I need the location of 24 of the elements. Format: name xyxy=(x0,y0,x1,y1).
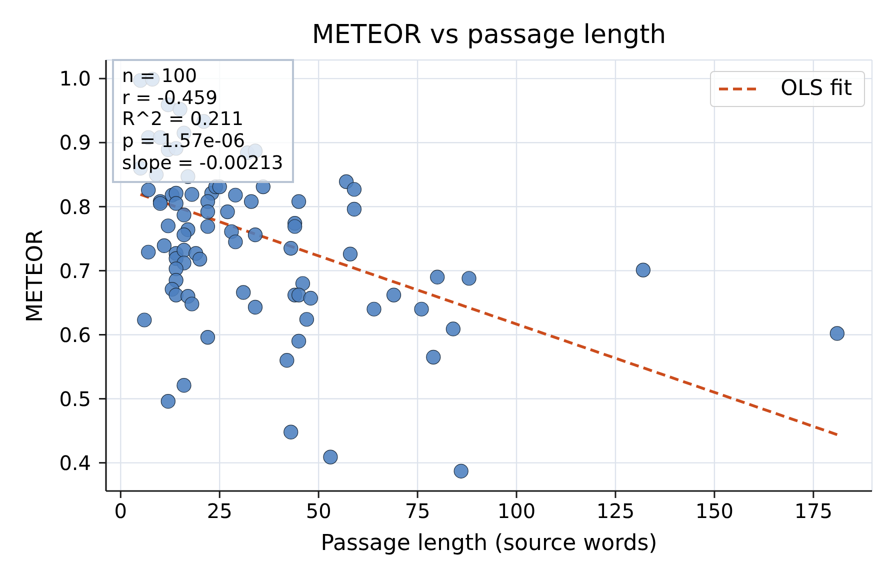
x-axis-title: Passage length (source words) xyxy=(320,530,658,558)
x-tick-label: 150 xyxy=(695,499,734,524)
y-tick-label: 1.0 xyxy=(59,66,91,91)
x-tick-label: 75 xyxy=(404,499,430,524)
y-tick-label: 0.6 xyxy=(59,322,91,347)
y-tick-label: 0.9 xyxy=(59,130,91,155)
x-tick-label: 50 xyxy=(306,499,332,524)
y-tick-label: 0.5 xyxy=(59,386,91,411)
chart-title: METEOR vs passage length xyxy=(310,20,668,50)
annotation: n = 100 xyxy=(122,66,198,88)
x-tick-label: 100 xyxy=(497,499,536,524)
annotation: r = -0.459 xyxy=(122,88,218,110)
x-tick-label: 125 xyxy=(596,499,635,524)
x-tick-label: 25 xyxy=(206,499,232,524)
y-axis-title: METEOR xyxy=(22,229,49,322)
annotation: p = 1.57e-06 xyxy=(122,131,246,153)
y-tick-label: 0.8 xyxy=(59,194,91,219)
y-tick-label: 0.7 xyxy=(59,258,91,283)
annotation: slope = -0.00213 xyxy=(122,152,284,175)
x-tick-label: 0 xyxy=(114,499,128,524)
x-tick-label: 175 xyxy=(794,499,833,524)
legend-label: OLS fit xyxy=(780,75,852,103)
y-tick-label: 0.4 xyxy=(59,450,91,475)
annotation: R^2 = 0.211 xyxy=(122,109,245,132)
